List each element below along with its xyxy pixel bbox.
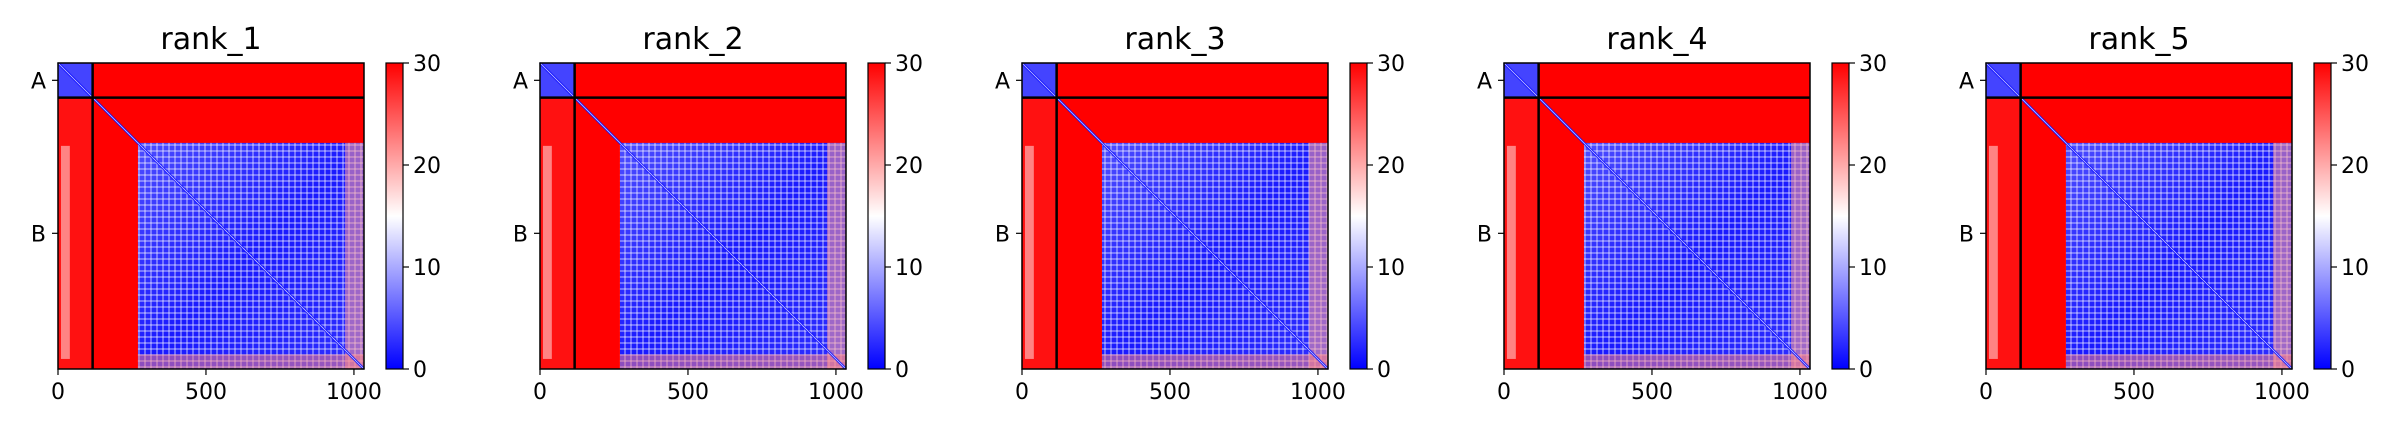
x-tick-label: 0 (533, 380, 547, 405)
colorbar-tick-label: 30 (2341, 52, 2369, 77)
panel-title: rank_2 (642, 22, 743, 57)
heatmap-panel-2: rank_2 0 500 1000 A B 0 10 20 30 (513, 22, 923, 405)
panel-title: rank_4 (1606, 22, 1707, 57)
heatmap-panel-3: rank_3 0 500 1000 A B 0 10 20 30 (995, 22, 1405, 405)
x-tick-label: 500 (1149, 380, 1191, 405)
heatmap-streak (1506, 145, 1516, 359)
heatmap-streak (542, 145, 552, 359)
colorbar-tick-label: 10 (413, 256, 441, 281)
heatmap-block-b-b-nterm (574, 97, 620, 369)
colorbar-tick-label: 20 (2341, 154, 2369, 179)
chain-label-a: A (995, 69, 1010, 94)
heatmap-edge-bottom (1101, 354, 1328, 369)
heatmap-diagonal-highlight (1985, 62, 2293, 370)
chain-label-b: B (31, 222, 46, 247)
heatmap-edge-bottom (137, 354, 364, 369)
colorbar-tick-label: 10 (895, 256, 923, 281)
heatmap-diagonal-highlight (1503, 62, 1811, 370)
heatmap-block-a-b (2020, 63, 2292, 98)
chain-label-b: B (1477, 222, 1492, 247)
colorbar-tick-label: 20 (413, 154, 441, 179)
heatmap-panel-1: rank_1 0 500 1000 A B 0 10 20 30 (31, 22, 441, 405)
colorbar-tick-label: 10 (2341, 256, 2369, 281)
x-tick-label: 1000 (1772, 380, 1828, 405)
colorbar (1349, 62, 1368, 370)
x-tick-label: 0 (1015, 380, 1029, 405)
heatmap-block-b-b-nterm (92, 97, 138, 369)
x-tick-label: 0 (51, 380, 65, 405)
heatmap-diagonal-highlight (539, 62, 847, 370)
heatmap-streak (1024, 145, 1034, 359)
heatmap-diagonal-highlight (1021, 62, 1329, 370)
plot-frame (1985, 62, 2293, 370)
heatmap-edge-right (345, 142, 364, 369)
x-tick-label: 0 (1497, 380, 1511, 405)
colorbar-tick-label: 30 (1859, 52, 1887, 77)
plot-frame (539, 62, 847, 370)
heatmap-edge-bottom (619, 354, 846, 369)
x-tick-label: 500 (667, 380, 709, 405)
heatmap-block-a-b (1538, 63, 1810, 98)
colorbar-tick-label: 0 (1859, 358, 1873, 383)
colorbar (385, 62, 404, 370)
chain-label-b: B (995, 222, 1010, 247)
colorbar-tick-label: 30 (413, 52, 441, 77)
x-tick-label: 1000 (326, 380, 382, 405)
heatmap-streak (1988, 145, 1998, 359)
plot-frame (57, 62, 365, 370)
heatmap-block-a-b (1056, 63, 1328, 98)
x-tick-label: 500 (1631, 380, 1673, 405)
colorbar-tick-label: 0 (1377, 358, 1391, 383)
chain-label-b: B (1959, 222, 1974, 247)
x-tick-label: 1000 (2254, 380, 2310, 405)
x-tick-label: 1000 (1290, 380, 1346, 405)
colorbar-tick-label: 20 (1859, 154, 1887, 179)
colorbar-tick-label: 10 (1859, 256, 1887, 281)
heatmap-panel-5: rank_5 0 500 1000 A B 0 10 20 30 (1959, 22, 2369, 405)
chain-label-a: A (513, 69, 528, 94)
heatmap-panel-4: rank_4 0 500 1000 A B 0 10 20 30 (1477, 22, 1887, 405)
colorbar-tick-label: 20 (1377, 154, 1405, 179)
plot-frame (1021, 62, 1329, 370)
colorbar-tick-label: 30 (895, 52, 923, 77)
chain-label-a: A (1959, 69, 1974, 94)
colorbar-tick-label: 0 (2341, 358, 2355, 383)
x-tick-label: 500 (2113, 380, 2155, 405)
colorbar (1831, 62, 1850, 370)
chain-label-a: A (1477, 69, 1492, 94)
heatmap-block-b-b-nterm (2020, 97, 2066, 369)
chain-label-b: B (513, 222, 528, 247)
colorbar-tick-label: 0 (895, 358, 909, 383)
heatmap-block-b-b-nterm (1056, 97, 1102, 369)
heatmap-edge-bottom (2065, 354, 2292, 369)
heatmap-edge-bottom (1583, 354, 1810, 369)
panel-title: rank_5 (2088, 22, 2189, 57)
heatmap-edge-right (2273, 142, 2292, 369)
chain-label-a: A (31, 69, 46, 94)
colorbar-tick-label: 30 (1377, 52, 1405, 77)
heatmap-edge-right (1791, 142, 1810, 369)
x-tick-label: 500 (185, 380, 227, 405)
x-tick-label: 0 (1979, 380, 1993, 405)
colorbar-tick-label: 20 (895, 154, 923, 179)
colorbar (2313, 62, 2332, 370)
heatmap-edge-right (1309, 142, 1328, 369)
heatmap-streak (60, 145, 70, 359)
heatmap-block-a-b (574, 63, 846, 98)
heatmap-block-b-b-nterm (1538, 97, 1584, 369)
plot-frame (1503, 62, 1811, 370)
heatmap-edge-right (827, 142, 846, 369)
heatmap-block-a-b (92, 63, 364, 98)
colorbar-tick-label: 10 (1377, 256, 1405, 281)
heatmap-diagonal-highlight (57, 62, 365, 370)
colorbar (867, 62, 886, 370)
panel-title: rank_3 (1124, 22, 1225, 57)
panel-title: rank_1 (160, 22, 261, 57)
colorbar-tick-label: 0 (413, 358, 427, 383)
x-tick-label: 1000 (808, 380, 864, 405)
